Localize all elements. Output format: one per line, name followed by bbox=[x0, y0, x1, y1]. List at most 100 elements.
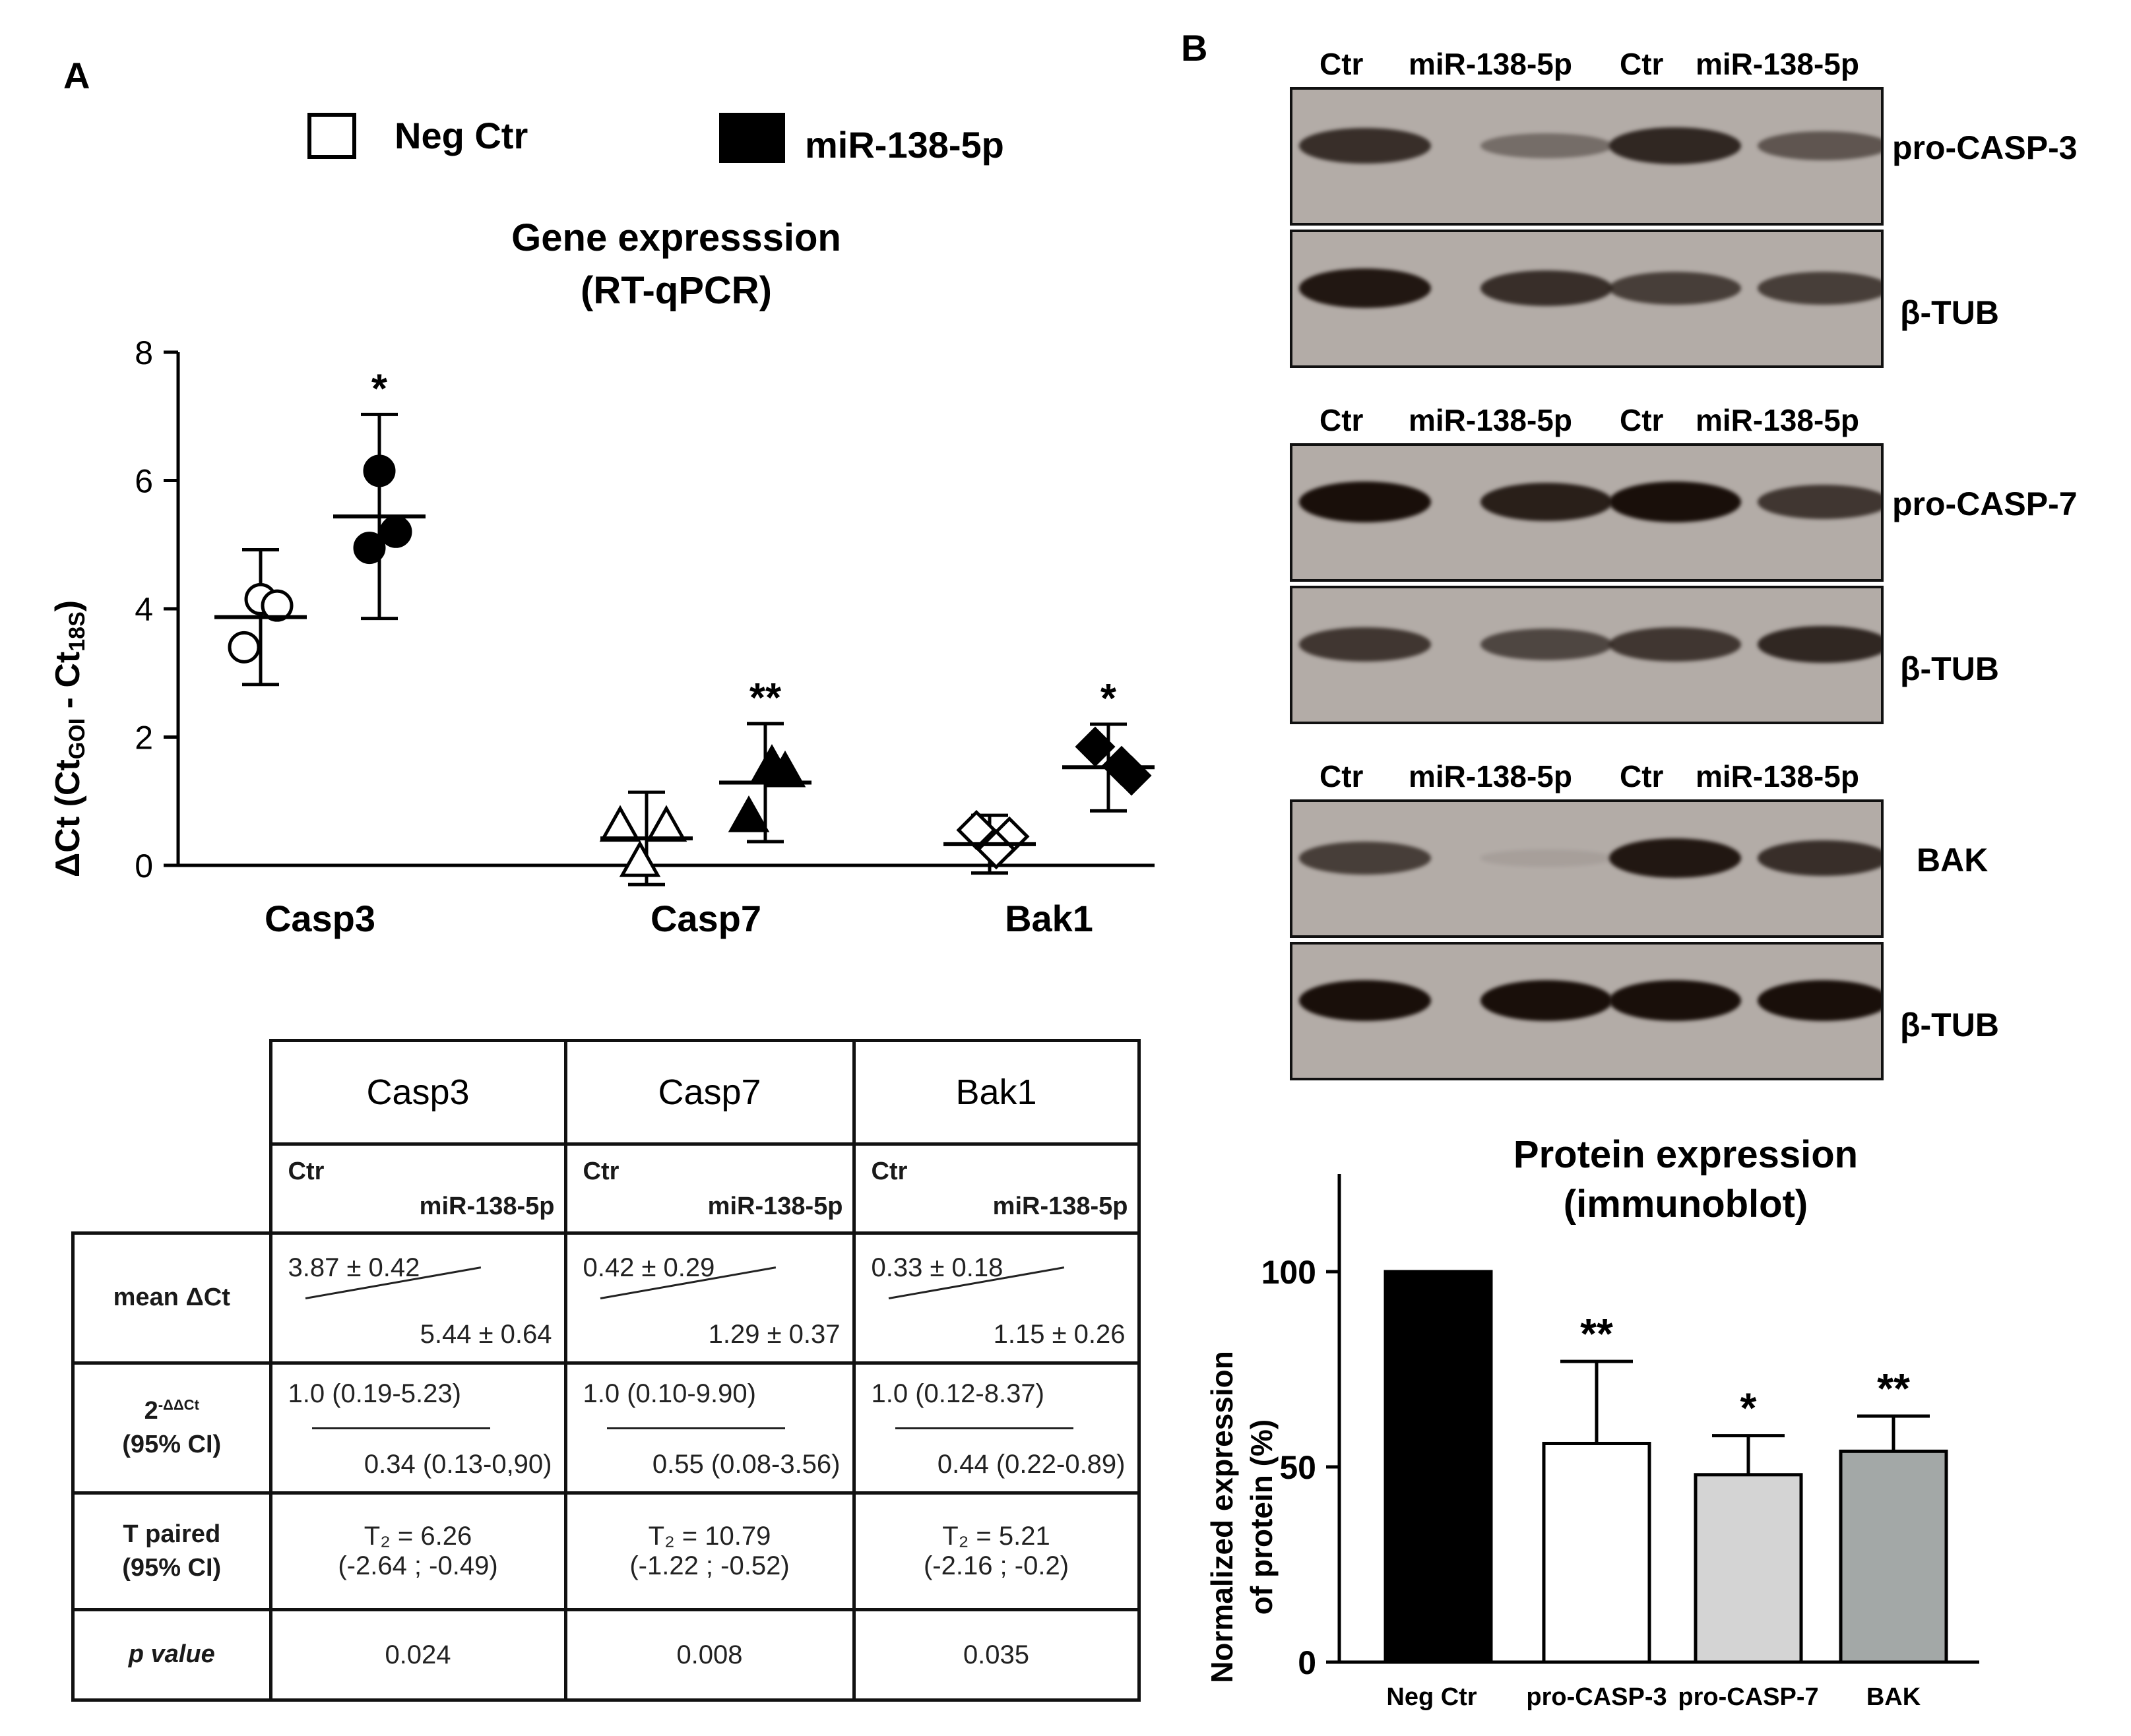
blot-loading bbox=[1290, 942, 1884, 1080]
row-label-line1: p value bbox=[128, 1640, 215, 1669]
legend-swatch-neg-ctr bbox=[307, 113, 356, 159]
scatter-y-tick-label: 6 bbox=[135, 463, 153, 500]
bar-subtitle: (immunoblot) bbox=[1564, 1183, 1808, 1225]
blot-band bbox=[1480, 850, 1612, 867]
bar-title: Protein expression bbox=[1513, 1133, 1858, 1176]
cell-divider bbox=[311, 1427, 490, 1429]
bar-rect bbox=[1384, 1270, 1493, 1664]
subheader-mir: miR-138-5p bbox=[992, 1193, 1128, 1220]
subheader-ctr: Ctr bbox=[871, 1158, 908, 1185]
scatter-y-tick-label: 2 bbox=[135, 720, 153, 757]
blot-row-label: pro-CASP-3 bbox=[1892, 129, 2078, 166]
blot-band bbox=[1609, 980, 1741, 1021]
lane-label: miR-138-5p bbox=[1696, 403, 1859, 437]
blot-band bbox=[1480, 629, 1612, 660]
scatter-point bbox=[228, 631, 261, 664]
bar-rect bbox=[1694, 1473, 1803, 1664]
table-value-cell: 0.035 bbox=[852, 1608, 1141, 1702]
table-corner bbox=[73, 1041, 271, 1144]
scatter-category-label: Bak1 bbox=[1005, 898, 1093, 939]
cell-top: 0.008 bbox=[676, 1640, 743, 1669]
scatter-point bbox=[619, 840, 661, 877]
cell-top: 0.33 ± 0.18 bbox=[871, 1253, 1003, 1282]
bar-rect bbox=[1542, 1441, 1651, 1664]
scatter-y-tick-label: 0 bbox=[135, 848, 153, 884]
subheader-mir: miR-138-5p bbox=[707, 1193, 843, 1220]
cell-bottom: (-2.16 ; -0.2) bbox=[923, 1551, 1069, 1580]
blot-row-label: β-TUB bbox=[1900, 650, 1999, 687]
table-header-cell: Casp3 bbox=[269, 1039, 567, 1146]
legend-label-mir: miR-138-5p bbox=[805, 124, 1004, 166]
cell-top: 1.0 (0.12-8.37) bbox=[871, 1379, 1044, 1408]
blot-target bbox=[1290, 443, 1884, 582]
table-value-cell: 0.33 ± 0.18 1.15 ± 0.26 bbox=[852, 1231, 1141, 1365]
blot-row-label: β-TUB bbox=[1900, 294, 1999, 331]
blot-band bbox=[1480, 980, 1612, 1021]
lane-label: miR-138-5p bbox=[1696, 759, 1859, 793]
blot-band bbox=[1758, 131, 1881, 160]
table-value-cell: T₂ = 10.79 (-1.22 ; -0.52) bbox=[563, 1491, 856, 1611]
blot-target bbox=[1290, 87, 1884, 226]
blot-band bbox=[1480, 133, 1612, 158]
table-value-cell: 1.0 (0.12-8.37) 0.44 (0.22-0.89) bbox=[852, 1361, 1141, 1495]
blot-band bbox=[1299, 627, 1431, 662]
row-label-line1: 2 bbox=[144, 1396, 158, 1425]
cell-top: T₂ = 6.26 bbox=[364, 1522, 472, 1551]
lane-label: miR-138-5p bbox=[1696, 47, 1859, 81]
blot-band bbox=[1480, 270, 1612, 306]
blot-band bbox=[1299, 128, 1431, 164]
table-value-cell: 1.0 (0.10-9.90) 0.55 (0.08-3.56) bbox=[563, 1361, 856, 1495]
cell-bottom: 0.44 (0.22-0.89) bbox=[937, 1450, 1126, 1479]
bar-category-label: pro-CASP-7 bbox=[1678, 1683, 1818, 1711]
scatter-point bbox=[1075, 726, 1116, 767]
subheader-ctr: Ctr bbox=[583, 1158, 620, 1185]
table-value-cell: 3.87 ± 0.42 5.44 ± 0.64 bbox=[269, 1231, 567, 1365]
lane-label: Ctr bbox=[1620, 47, 1664, 81]
cell-bottom: 0.55 (0.08-3.56) bbox=[652, 1450, 841, 1479]
panel-a-letter: A bbox=[63, 55, 90, 96]
blot-band bbox=[1609, 627, 1741, 662]
cell-top: 1.0 (0.19-5.23) bbox=[288, 1379, 461, 1408]
table-value-cell: 0.42 ± 0.29 1.29 ± 0.37 bbox=[563, 1231, 856, 1365]
blot-band bbox=[1480, 483, 1612, 521]
stats-table: Casp3 Casp7 Bak1 Ctr miR-138-5p Ctr miR-138-5p… bbox=[71, 1039, 1141, 1702]
cell-top: T₂ = 10.79 bbox=[648, 1522, 771, 1551]
cell-bottom: (-2.64 ; -0.49) bbox=[338, 1551, 498, 1580]
table-value-cell: T₂ = 5.21 (-2.16 ; -0.2) bbox=[852, 1491, 1141, 1611]
blot-row-label: β-TUB bbox=[1900, 1007, 1999, 1043]
blot-band bbox=[1299, 481, 1431, 522]
row-label-line1: T paired bbox=[123, 1520, 221, 1548]
scatter-category-label: Casp3 bbox=[265, 898, 375, 939]
blot-band bbox=[1758, 485, 1881, 519]
cell-top: 0.035 bbox=[963, 1640, 1030, 1669]
row-label-line2: (95% CI) bbox=[122, 1554, 222, 1582]
lane-label: Ctr bbox=[1320, 47, 1364, 81]
scatter-point bbox=[379, 515, 412, 548]
blot-band bbox=[1758, 840, 1881, 876]
table-value-cell: 0.024 bbox=[269, 1608, 567, 1702]
cell-bottom: 0.34 (0.13-0,90) bbox=[364, 1450, 552, 1479]
scatter-point bbox=[363, 454, 396, 487]
gene-expression-chart: Gene expresssion (RT-qPCR) ΔCt (CtGOI - … bbox=[49, 216, 1155, 939]
table-row-label: mean ΔCt bbox=[71, 1231, 272, 1365]
cell-bottom: 1.15 ± 0.26 bbox=[993, 1320, 1126, 1349]
protein-expression-chart: Protein expression (immunoblot) Normaliz… bbox=[1205, 1133, 1979, 1711]
table-row-label: T paired (95% CI) bbox=[71, 1491, 272, 1611]
panel-b-letter: B bbox=[1181, 27, 1208, 69]
cell-bottom: (-1.22 ; -0.52) bbox=[629, 1551, 790, 1580]
table-subheader-cell: Ctr miR-138-5p bbox=[563, 1142, 856, 1235]
cell-top: 1.0 (0.10-9.90) bbox=[583, 1379, 756, 1408]
bar-significance: * bbox=[1740, 1384, 1757, 1432]
scatter-title: Gene expresssion bbox=[511, 216, 841, 259]
scatter-subtitle: (RT-qPCR) bbox=[581, 269, 772, 312]
bar-category-label: pro-CASP-3 bbox=[1526, 1683, 1667, 1711]
bar-y-label-line2: of protein (%) bbox=[1244, 1419, 1279, 1615]
table-value-cell: 1.0 (0.19-5.23) 0.34 (0.13-0,90) bbox=[269, 1361, 567, 1495]
blot-band bbox=[1299, 842, 1431, 875]
cell-top: 0.42 ± 0.29 bbox=[583, 1253, 715, 1282]
blot-band bbox=[1609, 838, 1741, 878]
bar-rect bbox=[1839, 1449, 1948, 1664]
bar-y-tick-label: 50 bbox=[1279, 1449, 1316, 1486]
bar-significance: ** bbox=[1580, 1310, 1613, 1357]
row-label-sup: -ΔΔCt bbox=[158, 1396, 199, 1413]
